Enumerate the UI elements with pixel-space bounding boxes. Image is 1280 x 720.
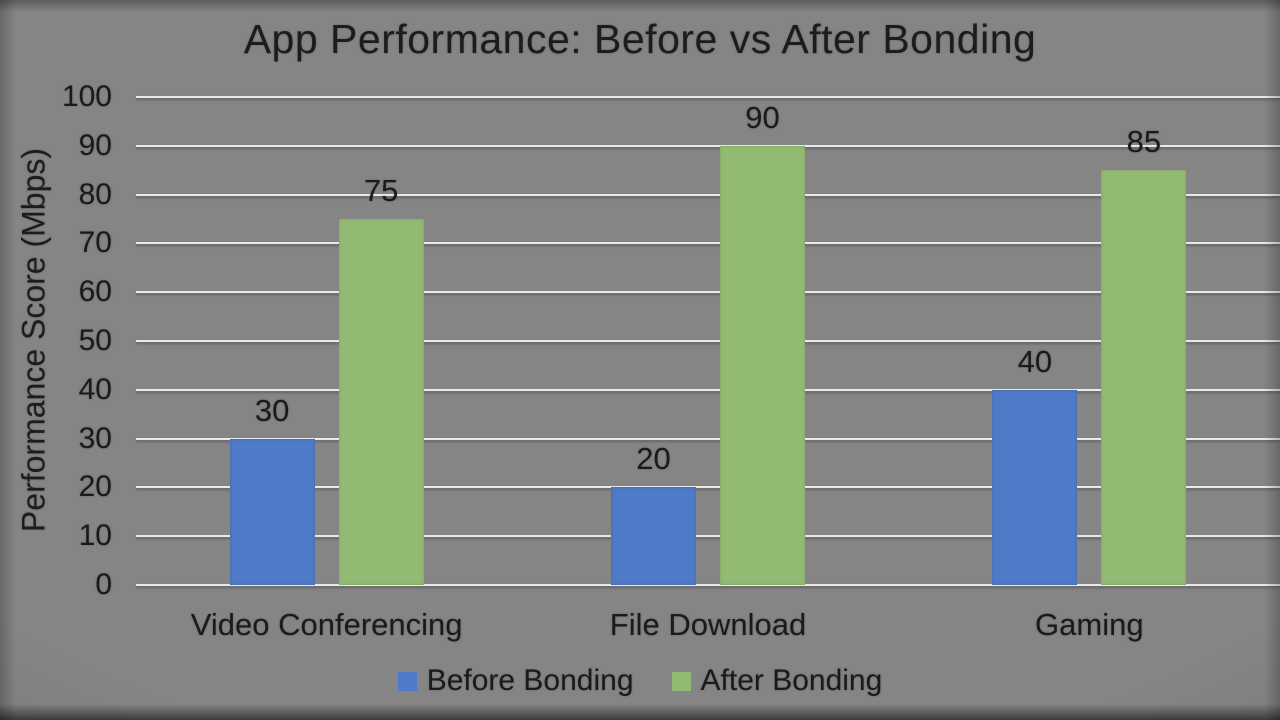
x-axis-label-video-conferencing: Video Conferencing (190, 607, 463, 642)
data-label: 30 (254, 392, 290, 428)
data-label: 40 (1017, 343, 1053, 379)
data-label: 90 (745, 99, 780, 135)
x-axis-label-file-download: File Download (609, 607, 807, 642)
data-label: 85 (1126, 124, 1162, 160)
legend-label: Before Bonding (426, 664, 634, 697)
legend: Before Bonding After Bonding (0, 664, 1280, 698)
bar-after-bonding-video-conferencing (338, 219, 424, 585)
y-tick-label-10: 10 (78, 519, 112, 553)
y-tick-label-70: 70 (78, 226, 112, 260)
y-tick-label-50: 50 (78, 324, 112, 357)
legend-swatch-icon (397, 671, 417, 691)
legend-item-before-bonding: Before Bonding (397, 664, 634, 698)
y-tick-label-30: 30 (78, 421, 112, 455)
data-label: 75 (363, 173, 399, 208)
legend-swatch-icon (671, 671, 691, 691)
bar-after-bonding-file-download (720, 145, 805, 585)
y-tick-label-20: 20 (78, 470, 112, 504)
chart-title: App Performance: Before vs After Bonding (243, 16, 1037, 62)
y-tick-label-90: 90 (78, 128, 112, 162)
y-tick-label-80: 80 (78, 177, 112, 211)
plot-area: 30 75 20 90 40 85 (136, 96, 1280, 586)
y-tick-label-60: 60 (78, 275, 112, 309)
y-tick-label-0: 0 (95, 568, 112, 601)
legend-item-after-bonding: After Bonding (671, 664, 883, 698)
gridline-100 (136, 96, 1280, 98)
bar-before-bonding-gaming (992, 389, 1078, 585)
bar-before-bonding-video-conferencing (229, 438, 315, 585)
data-label: 20 (636, 441, 671, 477)
y-tick-label-40: 40 (78, 372, 112, 406)
bar-after-bonding-gaming (1101, 170, 1187, 585)
y-tick-label-100: 100 (61, 80, 112, 113)
x-axis-label-gaming: Gaming (1035, 607, 1144, 642)
bar-before-bonding-file-download (611, 487, 696, 585)
legend-label: After Bonding (700, 664, 883, 697)
